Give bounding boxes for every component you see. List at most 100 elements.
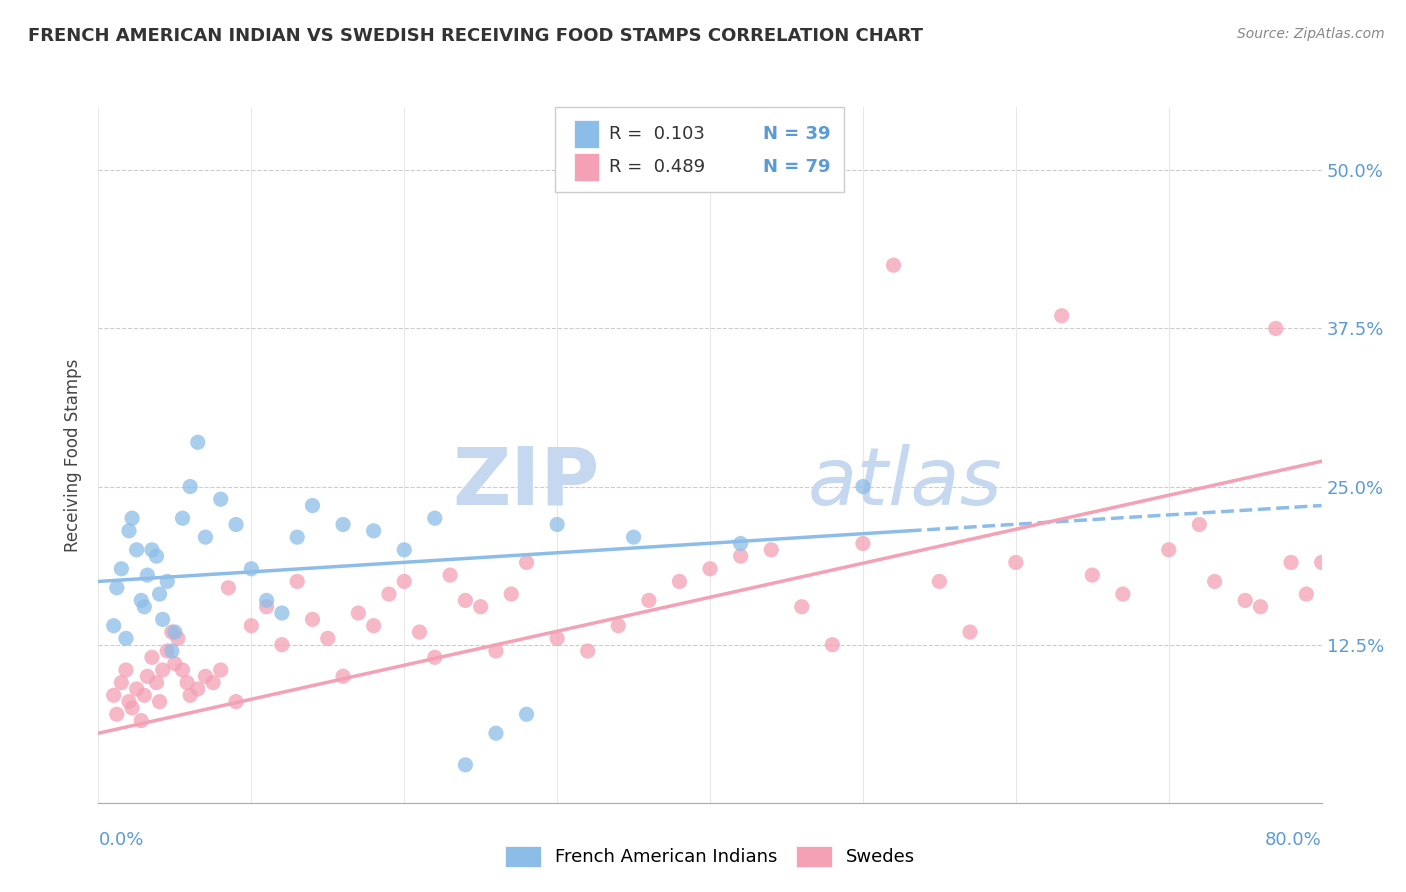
Point xyxy=(316,632,339,646)
Point xyxy=(121,511,143,525)
Point xyxy=(1295,587,1317,601)
Text: ZIP: ZIP xyxy=(453,443,600,522)
Point xyxy=(125,542,148,557)
Point xyxy=(103,618,125,632)
Point xyxy=(285,574,308,589)
Point xyxy=(118,695,141,709)
Point xyxy=(179,688,201,702)
Point xyxy=(1157,542,1180,557)
Point xyxy=(637,593,661,607)
Point xyxy=(172,663,194,677)
Point xyxy=(1341,511,1364,525)
Point xyxy=(194,669,217,683)
Point xyxy=(363,618,385,632)
Text: R =  0.489: R = 0.489 xyxy=(609,158,704,176)
Point xyxy=(928,574,950,589)
Text: N = 79: N = 79 xyxy=(763,158,831,176)
Point xyxy=(209,492,232,507)
Point xyxy=(149,695,172,709)
Point xyxy=(959,625,981,640)
Point xyxy=(1112,587,1135,601)
Point xyxy=(347,606,370,620)
Point xyxy=(485,644,508,658)
Point xyxy=(141,542,163,557)
Point xyxy=(240,562,263,576)
Point xyxy=(392,542,416,557)
Point xyxy=(136,669,159,683)
Point xyxy=(1234,593,1257,607)
Point xyxy=(240,618,263,632)
Point xyxy=(163,657,186,671)
Point xyxy=(115,663,138,677)
Point xyxy=(217,581,239,595)
Point xyxy=(852,536,875,550)
Point xyxy=(576,644,599,658)
Point xyxy=(145,675,167,690)
Point xyxy=(225,695,247,709)
Point xyxy=(454,593,477,607)
Text: N = 39: N = 39 xyxy=(763,125,831,143)
Point xyxy=(423,650,446,665)
Point xyxy=(546,632,568,646)
Point xyxy=(256,599,278,614)
Point xyxy=(256,593,278,607)
Point xyxy=(103,688,125,702)
Point xyxy=(145,549,167,563)
Point xyxy=(332,669,354,683)
Point xyxy=(1310,556,1333,570)
Point xyxy=(194,530,217,544)
Point xyxy=(821,638,844,652)
Point xyxy=(454,757,477,772)
Point xyxy=(516,707,538,722)
Text: FRENCH AMERICAN INDIAN VS SWEDISH RECEIVING FOOD STAMPS CORRELATION CHART: FRENCH AMERICAN INDIAN VS SWEDISH RECEIV… xyxy=(28,27,924,45)
Point xyxy=(270,638,294,652)
Point xyxy=(730,536,752,550)
Point xyxy=(160,625,183,640)
Point xyxy=(105,707,128,722)
Point xyxy=(225,517,247,532)
Point xyxy=(1204,574,1226,589)
Point xyxy=(176,675,198,690)
Point xyxy=(607,618,630,632)
Point xyxy=(209,663,232,677)
Point xyxy=(1004,556,1026,570)
Point xyxy=(110,562,132,576)
Point xyxy=(187,681,209,696)
Text: atlas: atlas xyxy=(808,443,1002,522)
Point xyxy=(378,587,401,601)
Point xyxy=(1264,321,1286,335)
Point xyxy=(156,644,179,658)
Text: 0.0%: 0.0% xyxy=(98,830,143,848)
Point xyxy=(363,524,385,538)
Point xyxy=(408,625,430,640)
Point xyxy=(439,568,461,582)
Point xyxy=(105,581,128,595)
Point xyxy=(1250,599,1272,614)
Point xyxy=(160,644,183,658)
Point xyxy=(883,258,905,272)
Point xyxy=(423,511,446,525)
Point xyxy=(623,530,645,544)
Point xyxy=(129,714,152,728)
Point xyxy=(149,587,172,601)
Point xyxy=(730,549,752,563)
Point xyxy=(156,574,179,589)
Text: 80.0%: 80.0% xyxy=(1265,830,1322,848)
Point xyxy=(1081,568,1104,582)
Point xyxy=(1279,556,1302,570)
Point xyxy=(163,625,186,640)
Point xyxy=(392,574,416,589)
Point xyxy=(1188,517,1211,532)
Point xyxy=(285,530,308,544)
Point xyxy=(136,568,159,582)
Text: R =  0.103: R = 0.103 xyxy=(609,125,704,143)
Point xyxy=(118,524,141,538)
Point xyxy=(134,599,156,614)
Point xyxy=(1386,492,1406,507)
Point xyxy=(501,587,523,601)
Point xyxy=(152,612,174,626)
Text: Source: ZipAtlas.com: Source: ZipAtlas.com xyxy=(1237,27,1385,41)
Point xyxy=(516,556,538,570)
Point xyxy=(134,688,156,702)
Point xyxy=(1050,309,1073,323)
